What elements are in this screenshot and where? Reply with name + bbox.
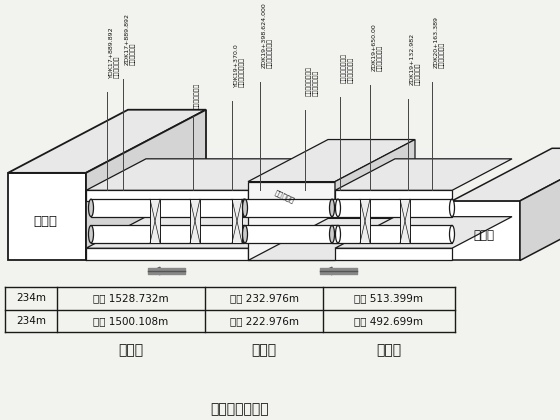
- Text: 左线 1528.732m: 左线 1528.732m: [93, 293, 169, 303]
- Polygon shape: [520, 148, 560, 260]
- Text: 右线 492.699m: 右线 492.699m: [354, 316, 423, 326]
- Polygon shape: [335, 190, 452, 201]
- Polygon shape: [248, 181, 335, 260]
- Polygon shape: [245, 199, 338, 217]
- Polygon shape: [335, 217, 512, 248]
- Polygon shape: [452, 148, 560, 201]
- Ellipse shape: [241, 226, 246, 243]
- Polygon shape: [335, 139, 415, 260]
- Ellipse shape: [335, 226, 340, 243]
- Text: YDK17+889.892
区间终点里程: YDK17+889.892 区间终点里程: [109, 26, 120, 78]
- Polygon shape: [332, 226, 452, 243]
- Polygon shape: [86, 159, 308, 190]
- Polygon shape: [232, 199, 242, 243]
- Polygon shape: [400, 199, 410, 243]
- Text: 右线 1500.108m: 右线 1500.108m: [94, 316, 169, 326]
- Text: 西平站: 西平站: [33, 215, 57, 228]
- Ellipse shape: [335, 199, 340, 217]
- Text: ZDK19+132.982
区间终点里程: ZDK19+132.982 区间终点里程: [409, 33, 421, 85]
- Polygon shape: [86, 248, 248, 260]
- Text: 中间风井段: 中间风井段: [274, 189, 296, 204]
- Ellipse shape: [450, 226, 455, 243]
- Text: 蛤地站: 蛤地站: [474, 228, 494, 241]
- Polygon shape: [150, 199, 160, 243]
- Ellipse shape: [450, 199, 455, 217]
- Polygon shape: [91, 199, 244, 217]
- Ellipse shape: [88, 199, 94, 217]
- Text: ZDK19+650.00
竹山庄法点里程: ZDK19+650.00 竹山庄法点里程: [371, 24, 383, 71]
- Polygon shape: [248, 139, 415, 181]
- Polygon shape: [332, 199, 452, 217]
- Polygon shape: [335, 159, 512, 190]
- Text: 左线 232.976m: 左线 232.976m: [230, 293, 298, 303]
- Text: 左线 222.976m: 左线 222.976m: [230, 316, 298, 326]
- Ellipse shape: [329, 199, 334, 217]
- Ellipse shape: [242, 199, 248, 217]
- Ellipse shape: [329, 226, 334, 243]
- Text: 中间风井起点里程
竹山庄配套里程: 中间风井起点里程 竹山庄配套里程: [306, 66, 319, 96]
- Text: YDK19+370.0
竹山庄配套点里程: YDK19+370.0 竹山庄配套点里程: [234, 43, 245, 87]
- Text: ZDK20+163.389
区间终起点里程: ZDK20+163.389 区间终起点里程: [433, 16, 445, 68]
- Ellipse shape: [88, 226, 94, 243]
- Polygon shape: [91, 226, 244, 243]
- Text: 234m: 234m: [16, 316, 46, 326]
- Text: ZDK19+398.624.000
中间风井起点里程: ZDK19+398.624.000 中间风井起点里程: [262, 2, 273, 68]
- Ellipse shape: [241, 199, 246, 217]
- Text: 盾构段: 盾构段: [118, 343, 143, 357]
- Polygon shape: [190, 199, 200, 243]
- Text: 234m: 234m: [16, 293, 46, 303]
- Polygon shape: [248, 218, 415, 260]
- Text: 矿山段: 矿山段: [251, 343, 277, 357]
- Polygon shape: [335, 248, 452, 260]
- Ellipse shape: [242, 226, 248, 243]
- Polygon shape: [86, 110, 206, 260]
- Text: 上端路面面高程: 上端路面面高程: [194, 83, 200, 109]
- Polygon shape: [452, 201, 520, 260]
- Polygon shape: [86, 217, 308, 248]
- Polygon shape: [86, 190, 248, 201]
- Text: 左线 513.399m: 左线 513.399m: [354, 293, 423, 303]
- Text: 标段工程范围图: 标段工程范围图: [211, 402, 269, 417]
- Polygon shape: [8, 110, 206, 173]
- Text: ZDK17+889.892
区间终点里程: ZDK17+889.892 区间终点里程: [124, 13, 136, 65]
- Polygon shape: [360, 199, 370, 243]
- Text: 盾构段: 盾构段: [376, 343, 402, 357]
- Polygon shape: [245, 226, 338, 243]
- Text: 中国膜起始点里程
竹山庄起点里程: 中国膜起始点里程 竹山庄起点里程: [342, 52, 353, 83]
- Polygon shape: [8, 173, 86, 260]
